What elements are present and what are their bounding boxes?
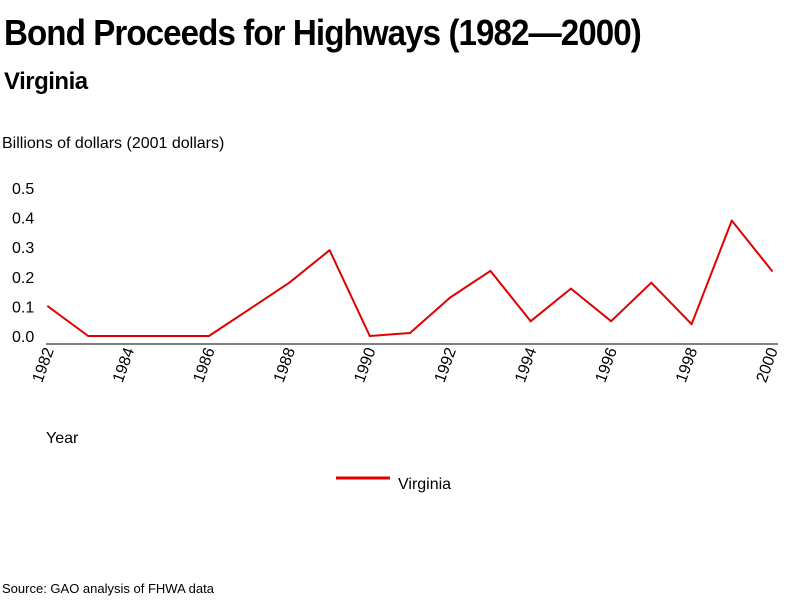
x-tick-label: 1998 (673, 345, 701, 384)
legend-label-virginia: Virginia (398, 476, 451, 493)
chart-subtitle: Virginia (4, 68, 88, 95)
series-line-virginia (47, 219, 773, 337)
x-tick-label: 1982 (30, 345, 58, 384)
x-tick-label: 1988 (271, 345, 299, 384)
y-tick-label: 0.3 (12, 240, 34, 257)
data-point (248, 308, 251, 311)
data-point (650, 281, 653, 284)
data-point (127, 335, 130, 337)
source-note: Source: GAO analysis of FHWA data (2, 581, 214, 596)
y-tick-label: 0.1 (12, 299, 34, 316)
x-tick-label: 1996 (593, 345, 621, 384)
x-tick-labels: 1982 1984 1986 1988 1990 1992 1994 1996 1998 2000 (30, 345, 782, 384)
y-axis-label: Billions of dollars (2001 dollars) (2, 135, 225, 152)
y-tick-labels: 0.0 0.1 0.2 0.3 0.4 0.5 (12, 181, 34, 346)
x-tick-label: 1992 (432, 345, 460, 384)
data-point (47, 305, 49, 308)
legend: Virginia (336, 476, 451, 493)
data-point (529, 320, 532, 323)
chart-title: Bond Proceeds for Highways (1982—2000) (4, 12, 642, 53)
y-tick-label: 0.4 (12, 211, 34, 228)
data-point (167, 335, 170, 337)
data-point (368, 335, 371, 337)
data-point (489, 269, 492, 272)
x-tick-label: 1984 (110, 345, 138, 384)
data-point (328, 249, 331, 252)
x-tick-label: 2000 (754, 345, 782, 384)
series-layer (47, 219, 773, 337)
x-tick-label: 1990 (351, 345, 379, 384)
data-point (771, 269, 773, 272)
x-axis-label: Year (46, 430, 79, 447)
x-tick-label: 1986 (190, 345, 218, 384)
data-point (690, 323, 693, 326)
y-tick-label: 0.5 (12, 181, 34, 198)
data-point (449, 296, 452, 299)
y-tick-label: 0.2 (12, 270, 34, 287)
data-point (569, 287, 572, 290)
x-tick-label: 1994 (512, 345, 540, 384)
data-point (207, 335, 210, 337)
data-point (288, 281, 291, 284)
data-point (730, 219, 733, 222)
data-point (87, 335, 90, 337)
data-point (610, 320, 613, 323)
data-point (409, 332, 411, 334)
y-tick-label: 0.0 (12, 329, 34, 346)
